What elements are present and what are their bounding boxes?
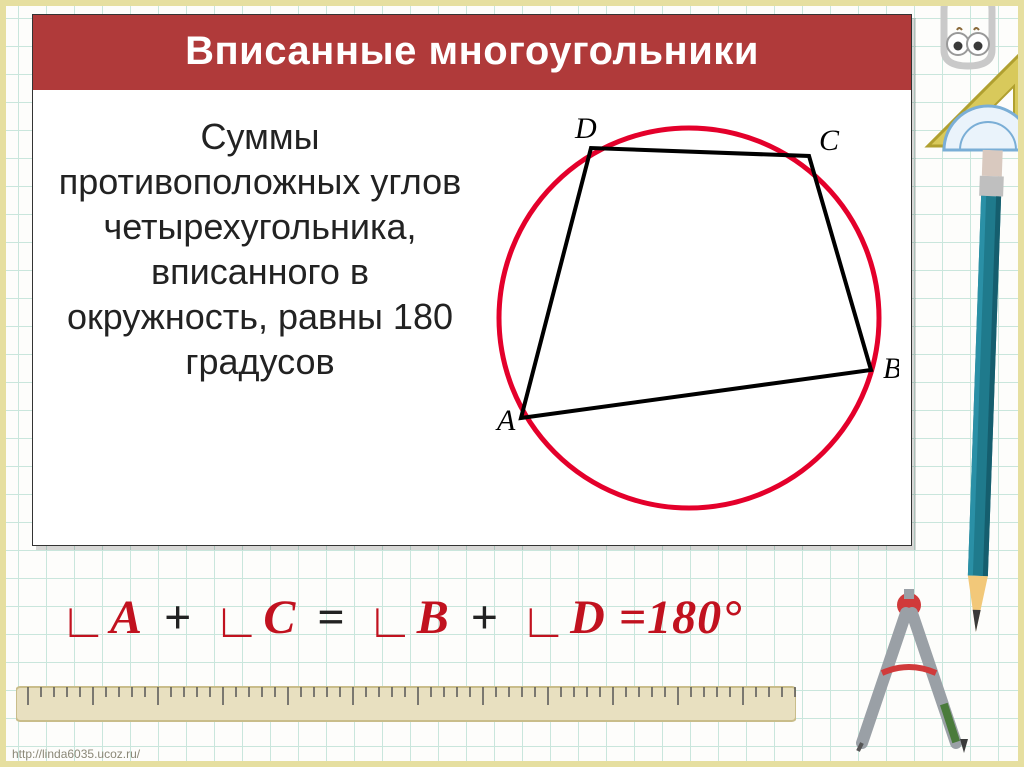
diagram-svg: A B C D xyxy=(479,108,899,528)
angle-icon: ∟ xyxy=(367,594,415,649)
svg-text:C: C xyxy=(819,124,840,157)
angle-b: В xyxy=(417,591,450,644)
title-bar: Вписанные многоугольники xyxy=(33,15,911,90)
compass-icon xyxy=(834,583,984,753)
svg-text:B: B xyxy=(883,352,899,385)
degree-symbol: ° xyxy=(722,591,742,644)
angle-icon: ∟ xyxy=(60,594,108,649)
plus-op: + xyxy=(156,591,200,644)
body-text: Суммы противоположных углов четырехуголь… xyxy=(55,108,465,528)
content-card: Вписанные многоугольники Суммы противопо… xyxy=(32,14,912,546)
svg-text:D: D xyxy=(574,112,597,145)
result-180: =180 xyxy=(619,591,722,644)
card-content: Суммы противоположных углов четырехуголь… xyxy=(33,90,911,546)
angle-c: С xyxy=(263,591,296,644)
ruler-icon xyxy=(16,681,796,727)
plus-op: + xyxy=(463,591,507,644)
angle-d: D xyxy=(570,591,606,644)
inscribed-quad-diagram: A B C D xyxy=(479,108,899,528)
angle-a: А xyxy=(110,591,143,644)
protractor-icon xyxy=(940,96,1024,154)
source-url: http://linda6035.ucoz.ru/ xyxy=(12,747,140,761)
angle-icon: ∟ xyxy=(213,594,261,649)
equals-op: = xyxy=(309,591,353,644)
formula: ∟А + ∟С = ∟В + ∟D =180° xyxy=(60,590,742,645)
angle-icon: ∟ xyxy=(520,594,568,649)
svg-text:A: A xyxy=(495,404,516,437)
